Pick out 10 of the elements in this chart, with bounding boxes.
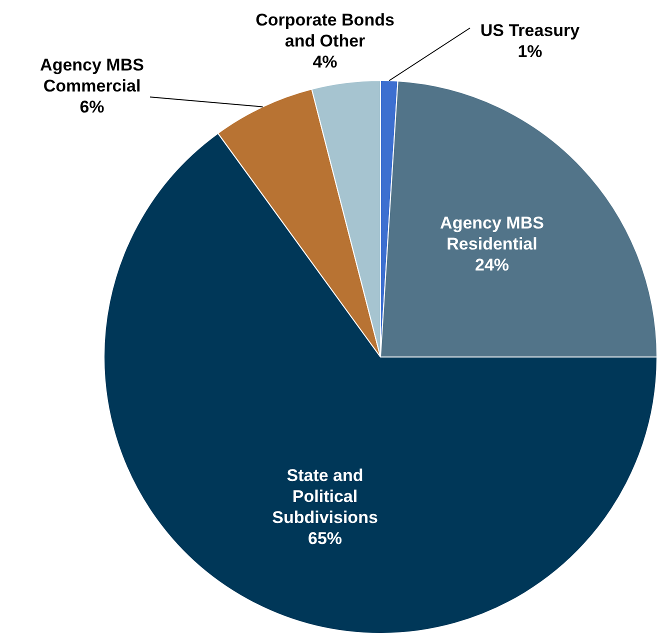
data-label: 65% — [308, 529, 342, 548]
data-label: 4% — [312, 52, 338, 72]
slice-label: State and Political Subdivisions — [272, 466, 378, 528]
data-label: 6% — [80, 98, 104, 117]
data-label: 1% — [518, 42, 542, 62]
slice-label: US Treasury — [480, 21, 580, 40]
slice-label: Agency MBS Residential — [440, 214, 544, 254]
slice-label: Corporate Bonds and Other — [256, 10, 394, 51]
data-label: 24% — [474, 256, 510, 275]
slice-label: Agency MBS Commercial — [40, 56, 144, 96]
